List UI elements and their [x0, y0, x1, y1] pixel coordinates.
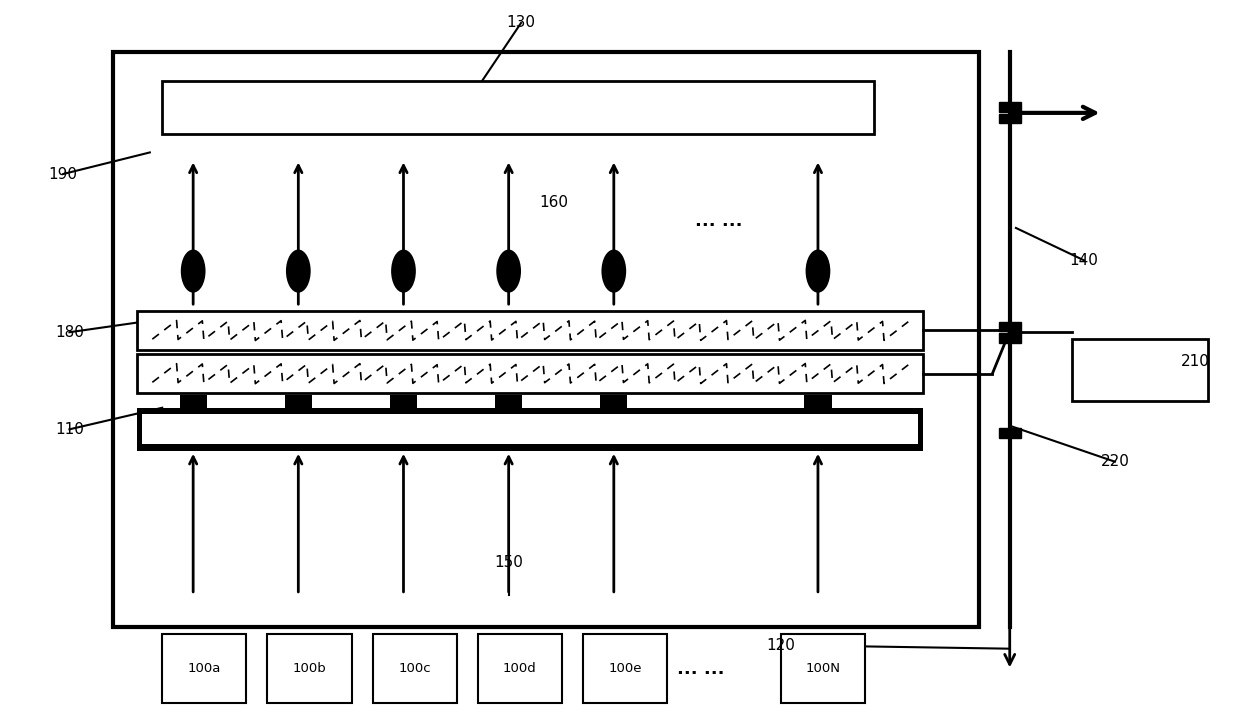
Text: 160: 160: [539, 195, 569, 210]
Bar: [162, 81, 874, 134]
Bar: [805, 395, 832, 411]
Text: 120: 120: [766, 638, 795, 653]
Text: 100c: 100c: [398, 662, 432, 675]
Bar: [998, 114, 1021, 123]
Bar: [781, 635, 866, 703]
Bar: [495, 395, 522, 411]
Text: 190: 190: [48, 167, 78, 181]
Text: 180: 180: [55, 325, 84, 340]
Text: ... ...: ... ...: [696, 212, 743, 230]
Text: 110: 110: [55, 422, 84, 437]
Text: 100b: 100b: [293, 662, 326, 675]
Bar: [143, 414, 918, 445]
Bar: [180, 395, 207, 411]
Text: 130: 130: [506, 15, 536, 30]
Text: 210: 210: [1180, 354, 1210, 368]
Text: 100a: 100a: [187, 662, 221, 675]
Bar: [138, 408, 923, 451]
Bar: [583, 635, 667, 703]
Bar: [268, 635, 351, 703]
Ellipse shape: [806, 250, 831, 292]
Text: ... ...: ... ...: [677, 660, 724, 678]
Ellipse shape: [391, 250, 415, 292]
Bar: [998, 428, 1021, 438]
Bar: [113, 52, 978, 627]
Bar: [1071, 339, 1208, 401]
Ellipse shape: [181, 250, 206, 292]
Bar: [138, 354, 923, 393]
Text: 100N: 100N: [806, 662, 841, 675]
Bar: [372, 635, 456, 703]
Bar: [285, 395, 312, 411]
Bar: [477, 635, 562, 703]
Text: 150: 150: [495, 555, 523, 570]
Ellipse shape: [496, 250, 521, 292]
Text: 100e: 100e: [608, 662, 641, 675]
Bar: [600, 395, 627, 411]
Bar: [138, 310, 923, 350]
Bar: [162, 635, 247, 703]
Bar: [998, 334, 1021, 343]
Ellipse shape: [601, 250, 626, 292]
Ellipse shape: [286, 250, 311, 292]
Bar: [998, 103, 1021, 112]
Bar: [998, 322, 1021, 331]
Bar: [389, 395, 417, 411]
Text: 100d: 100d: [503, 662, 537, 675]
Text: 140: 140: [1070, 253, 1099, 268]
Text: 220: 220: [1100, 454, 1130, 469]
